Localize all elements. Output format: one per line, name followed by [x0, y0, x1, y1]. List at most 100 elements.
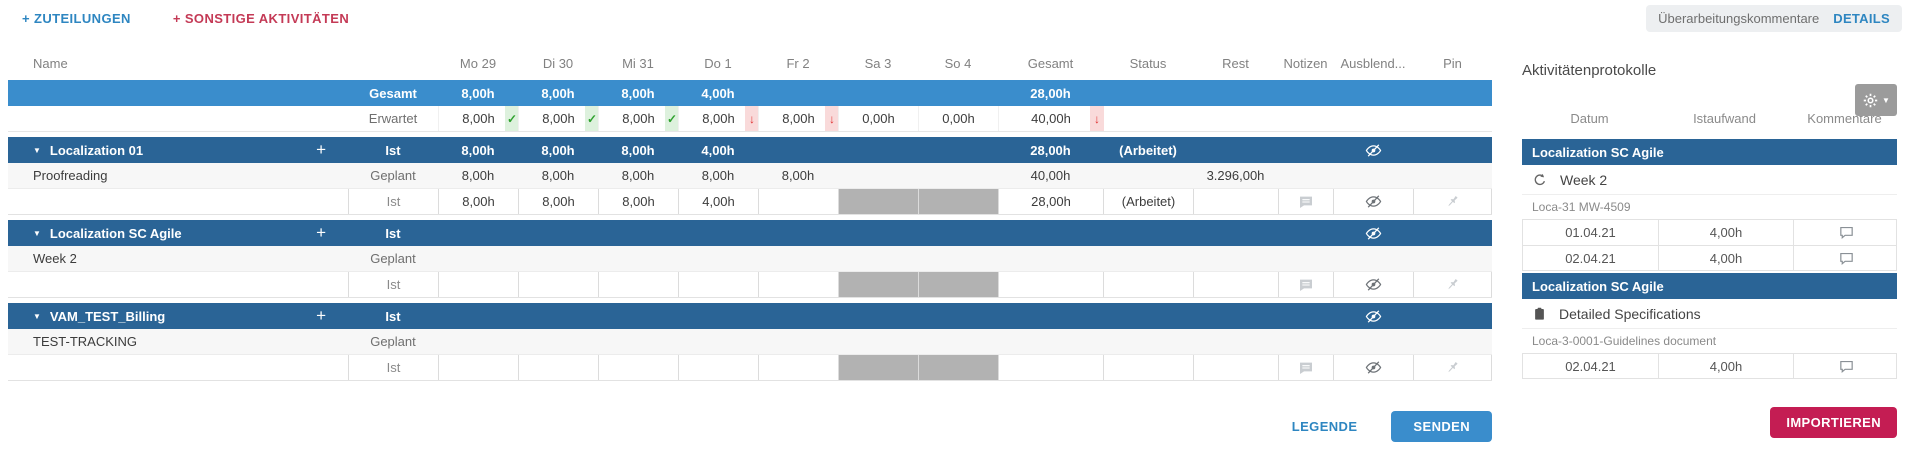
col-mo: Mo 29: [459, 56, 497, 71]
task-clipboard-icon: [1535, 307, 1544, 320]
send-button[interactable]: SENDEN: [1391, 411, 1492, 442]
comment-button[interactable]: [1793, 354, 1898, 378]
section-ist-sum: 28,00h: [1030, 142, 1071, 158]
add-other-activities-link[interactable]: + SONSTIGE AKTIVITÄTEN: [172, 10, 350, 26]
log-hours[interactable]: 4,00h: [1658, 220, 1793, 245]
import-button[interactable]: IMPORTIEREN: [1770, 407, 1897, 438]
total-do: 4,00h: [701, 85, 735, 101]
comment-button[interactable]: [1793, 246, 1898, 270]
add-task-button[interactable]: +: [316, 223, 326, 242]
collapse-arrow-icon[interactable]: ▼: [33, 311, 41, 321]
note-icon: [1300, 279, 1312, 291]
hours-input-di[interactable]: 8,00h: [518, 189, 598, 214]
col-name: Name: [33, 56, 68, 71]
log-row: 01.04.21 4,00h: [1522, 219, 1897, 245]
log-group-project: Localization SC Agile: [1522, 139, 1897, 165]
activity-logs-panel: Aktivitätenprotokolle ▼ Datum Istaufwand…: [1522, 62, 1897, 438]
expected-row: Erwartet 8,00h ✓ 8,00h ✓ 8,00h ✓ 8,00h ↓…: [8, 106, 1492, 132]
hours-input-mo[interactable]: [438, 355, 518, 380]
task-status: (Arbeitet): [1103, 189, 1193, 214]
hours-input-fr[interactable]: [758, 272, 838, 297]
hours-input-do[interactable]: [678, 355, 758, 380]
hours-disabled-sa: [838, 189, 918, 214]
hours-input-do[interactable]: 4,00h: [678, 189, 758, 214]
log-group: Localization SC Agile Week 2 Loca-31 MW-…: [1522, 139, 1897, 271]
total-sum: 28,00h: [1030, 85, 1071, 101]
hide-row-button[interactable]: [1333, 272, 1413, 297]
section-name: VAM_TEST_Billing: [49, 308, 166, 324]
notes-button[interactable]: [1278, 272, 1333, 297]
col-notizen: Notizen: [1283, 56, 1328, 71]
hide-row-button[interactable]: [1333, 355, 1413, 380]
hide-section-button[interactable]: [1333, 220, 1413, 246]
details-link[interactable]: DETAILS: [1833, 11, 1890, 26]
task-name[interactable]: Week 2: [33, 251, 77, 266]
legend-link[interactable]: LEGENDE: [1291, 419, 1358, 434]
comment-icon: [1839, 226, 1853, 240]
task-actual-row-test-tracking: Ist: [8, 355, 1492, 381]
hours-input-mi[interactable]: [598, 272, 678, 297]
log-hours[interactable]: 4,00h: [1658, 354, 1793, 378]
pin-button[interactable]: [1413, 272, 1492, 297]
hours-input-fr[interactable]: [758, 189, 838, 214]
log-group-code: Loca-31 MW-4509: [1532, 200, 1631, 214]
add-task-button[interactable]: +: [316, 306, 326, 325]
log-hours[interactable]: 4,00h: [1658, 246, 1793, 270]
section-ist-mo: 8,00h: [461, 142, 495, 158]
collapse-arrow-icon[interactable]: ▼: [33, 145, 41, 155]
hours-input-mo[interactable]: [438, 272, 518, 297]
actual-sum: [998, 272, 1103, 297]
section-name-cell: ▼ VAM_TEST_Billing +: [8, 303, 348, 329]
hide-section-button[interactable]: [1333, 137, 1413, 163]
revision-comments-label: Überarbeitungskommentare: [1658, 11, 1820, 26]
settings-button[interactable]: ▼: [1855, 84, 1897, 116]
expected-mi: 8,00h ✓: [598, 106, 679, 131]
hours-input-di[interactable]: [518, 272, 598, 297]
collapse-arrow-icon[interactable]: ▼: [33, 228, 41, 238]
comment-button[interactable]: [1793, 220, 1898, 245]
expected-so: 0,00h: [918, 106, 998, 131]
hide-section-button[interactable]: [1333, 303, 1413, 329]
notes-button[interactable]: [1278, 355, 1333, 380]
notes-button[interactable]: [1278, 189, 1333, 214]
hours-input-mi[interactable]: [598, 355, 678, 380]
hours-input-mi[interactable]: 8,00h: [598, 189, 678, 214]
actual-sum: [998, 355, 1103, 380]
eye-off-icon: [1365, 309, 1381, 323]
hours-input-di[interactable]: [518, 355, 598, 380]
row-label: Gesamt: [369, 85, 417, 101]
task-name[interactable]: Proofreading: [33, 168, 108, 183]
row-label: Ist: [385, 308, 401, 324]
col-ausblenden[interactable]: Ausblend...: [1340, 56, 1406, 71]
expected-fr: 8,00h ↓: [758, 106, 839, 131]
row-label: Geplant: [370, 251, 416, 266]
hours-input-do[interactable]: [678, 272, 758, 297]
below-indicator-icon: ↓: [825, 106, 839, 131]
col-istaufwand: Istaufwand: [1693, 111, 1756, 126]
log-date: 01.04.21: [1565, 225, 1616, 240]
pin-button[interactable]: [1413, 355, 1492, 380]
row-label: Ist: [385, 142, 401, 158]
hide-row-button[interactable]: [1333, 189, 1413, 214]
panel-column-headers: Datum Istaufwand Kommentare: [1522, 111, 1897, 129]
expected-do: 8,00h ↓: [678, 106, 759, 131]
section-header-vam-test-billing[interactable]: ▼ VAM_TEST_Billing + Ist: [8, 303, 1492, 329]
gear-icon: [1863, 93, 1878, 107]
add-assignments-link[interactable]: + ZUTEILUNGEN: [22, 10, 131, 26]
comment-icon: [1839, 360, 1853, 373]
hours-input-mo[interactable]: 8,00h: [438, 189, 518, 214]
add-task-button[interactable]: +: [316, 140, 326, 159]
toolbar: + ZUTEILUNGEN + SONSTIGE AKTIVITÄTEN: [8, 0, 1492, 36]
pin-icon: [1448, 196, 1458, 207]
actual-sum: 28,00h: [998, 189, 1103, 214]
section-header-localization-01[interactable]: ▼ Localization 01 + Ist 8,00h 8,00h 8,00…: [8, 137, 1492, 163]
sprint-icon: [1534, 173, 1546, 185]
hours-disabled-sa: [838, 355, 918, 380]
pin-button[interactable]: [1413, 189, 1492, 214]
col-fr: Fr 2: [786, 56, 810, 71]
expected-mo: 8,00h ✓: [438, 106, 519, 131]
task-name[interactable]: TEST-TRACKING: [33, 334, 138, 349]
section-header-localization-sc-agile[interactable]: ▼ Localization SC Agile + Ist: [8, 220, 1492, 246]
revision-comments-bar: Überarbeitungskommentare DETAILS: [1646, 5, 1902, 32]
hours-input-fr[interactable]: [758, 355, 838, 380]
